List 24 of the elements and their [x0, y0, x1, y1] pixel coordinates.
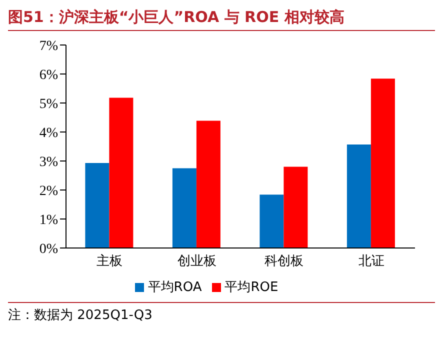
x-tick-label: 主板 [96, 253, 123, 270]
y-tick-label: 4% [39, 126, 58, 141]
legend-label: 平均ROA [148, 280, 202, 295]
y-tick-label: 0% [39, 242, 58, 257]
legend-label: 平均ROE [224, 280, 278, 295]
x-tick-label: 北证 [358, 254, 384, 270]
bar [172, 168, 196, 248]
bar [85, 163, 110, 248]
chart-title: 图51：沪深主板“小巨人”ROA 与 ROE 相对较高 [8, 8, 435, 31]
y-tick-label: 6% [39, 68, 58, 83]
y-tick-label: 7% [39, 38, 58, 54]
y-tick-label: 5% [39, 96, 58, 112]
bar [109, 98, 134, 248]
y-tick-label: 1% [39, 212, 58, 228]
y-tick-label: 3% [39, 154, 58, 170]
bar [346, 144, 371, 248]
y-tick-label: 2% [39, 184, 58, 199]
x-tick-label: 科创板 [264, 254, 304, 270]
text: 注：数据为 2025Q1-Q3 [8, 307, 154, 324]
bar [370, 78, 395, 248]
bar [196, 120, 220, 248]
x-tick-label: 创业板 [177, 254, 216, 270]
bar [284, 166, 308, 248]
bar [260, 194, 284, 248]
